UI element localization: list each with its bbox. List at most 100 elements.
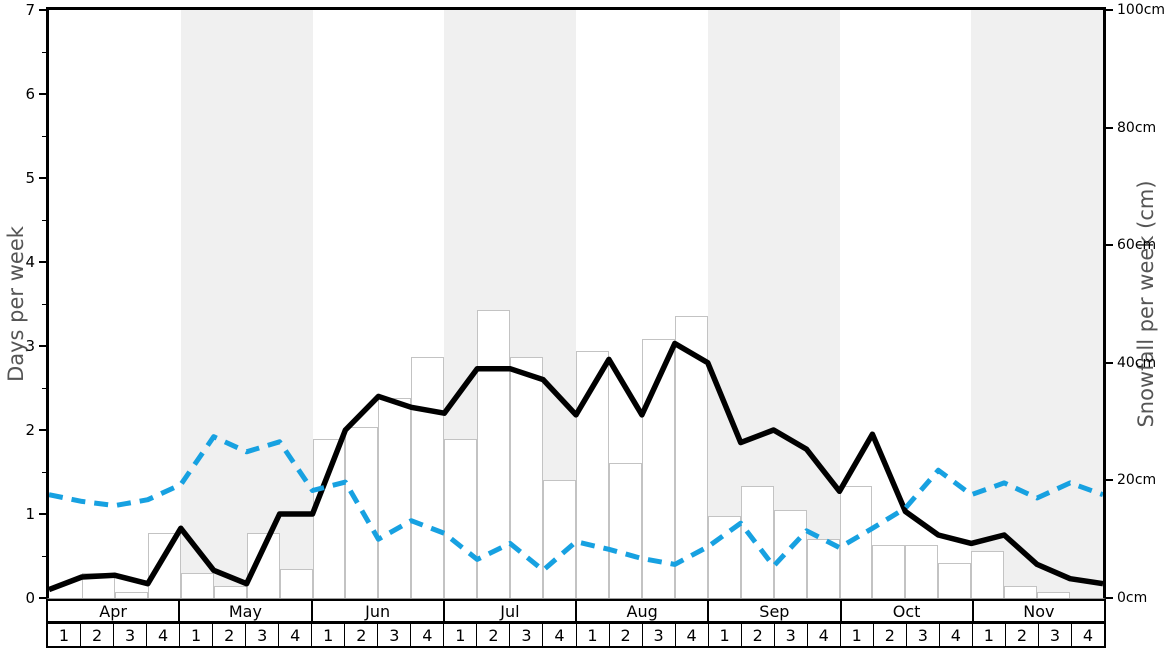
week-cell: 4 — [938, 624, 972, 646]
week-cell: 4 — [410, 624, 443, 646]
snowfall-bar — [543, 480, 576, 598]
left-tick-label: 5 — [25, 169, 35, 187]
month-cell-sep: Sep — [707, 601, 839, 621]
left-major-tick — [39, 177, 46, 179]
right-major-tick — [1106, 244, 1113, 247]
snowfall-bar — [114, 591, 148, 598]
left-tick-label: 7 — [25, 1, 35, 19]
week-cell: 3 — [773, 624, 807, 646]
week-cell: 2 — [212, 624, 245, 646]
snowfall-bar — [839, 486, 873, 598]
month-cell-oct: Oct — [839, 601, 972, 621]
left-major-tick — [39, 93, 46, 95]
right-major-tick — [1106, 479, 1113, 482]
week-cell: 3 — [905, 624, 939, 646]
week-cell: 3 — [641, 624, 675, 646]
week-cell: 2 — [1004, 624, 1038, 646]
left-axis-title: Days per week — [4, 226, 28, 382]
week-cell: 2 — [80, 624, 113, 646]
left-major-tick — [39, 429, 46, 431]
right-tick-label: 100cm — [1117, 2, 1166, 18]
right-tick-label: 0cm — [1117, 590, 1148, 606]
month-cell-may: May — [178, 601, 310, 621]
left-tick-label: 6 — [25, 85, 35, 103]
left-minor-tick — [42, 51, 46, 53]
right-major-tick — [1106, 126, 1113, 129]
right-tick-label: 40cm — [1117, 354, 1157, 371]
left-minor-tick — [42, 135, 46, 137]
black-solid-line — [49, 340, 1103, 593]
week-cell: 2 — [608, 624, 642, 646]
line-series — [49, 340, 1103, 593]
left-major-tick — [39, 261, 46, 263]
week-cell: 2 — [740, 624, 774, 646]
left-tick-label: 1 — [25, 505, 35, 523]
right-major-tick — [1106, 361, 1113, 364]
week-cell: 1 — [839, 624, 873, 646]
snowfall-bar — [641, 339, 675, 598]
week-cell: 3 — [377, 624, 410, 646]
left-minor-tick — [42, 219, 46, 221]
snowfall-bar — [147, 533, 181, 598]
snowfall-bar — [1004, 586, 1038, 598]
week-cell: 1 — [575, 624, 609, 646]
left-tick-label: 4 — [25, 253, 35, 271]
left-minor-tick — [42, 555, 46, 557]
left-tick-label: 0 — [25, 589, 35, 607]
left-major-tick — [39, 513, 46, 515]
week-cell: 2 — [476, 624, 509, 646]
blue-dashed-line — [49, 434, 1103, 573]
snowfall-bar — [806, 539, 840, 598]
week-cell: 1 — [179, 624, 212, 646]
left-minor-tick — [42, 387, 46, 389]
month-cell-jun: Jun — [310, 601, 443, 621]
snowfall-bar — [872, 545, 906, 598]
week-cell: 4 — [146, 624, 179, 646]
month-cell-apr: Apr — [99, 601, 127, 621]
month-cell-nov: Nov — [971, 601, 1104, 621]
snowfall-bar — [444, 439, 478, 598]
left-tick-label: 3 — [25, 337, 35, 355]
snowfall-bar — [279, 568, 313, 598]
snowfall-bar — [905, 545, 939, 598]
snowfall-bar — [971, 550, 1005, 598]
plot-area — [46, 7, 1106, 599]
week-cell: 3 — [245, 624, 278, 646]
week-cell: 1 — [971, 624, 1005, 646]
right-tick-label: 80cm — [1117, 119, 1157, 136]
left-major-tick — [39, 9, 46, 11]
week-cell: 4 — [806, 624, 840, 646]
week-cell: 2 — [344, 624, 377, 646]
week-cell: 4 — [674, 624, 708, 646]
month-row: Apr May Jun Jul Aug Sep Oct Nov — [46, 599, 1106, 623]
left-major-tick — [39, 345, 46, 347]
week-cell: 4 — [1070, 624, 1104, 646]
right-tick-label: 60cm — [1117, 237, 1157, 254]
snowfall-bar — [1037, 592, 1071, 598]
right-axis-title: Snowfall per week (cm) — [1134, 180, 1158, 428]
week-cell: 1 — [707, 624, 741, 646]
week-cell: 2 — [872, 624, 906, 646]
week-cell: 3 — [113, 624, 146, 646]
right-major-tick — [1106, 597, 1113, 599]
week-cell: 4 — [542, 624, 575, 646]
month-cell-jul: Jul — [442, 601, 575, 621]
snowfall-bar — [411, 356, 445, 598]
week-cell: 1 — [443, 624, 476, 646]
month-cell-aug: Aug — [575, 601, 707, 621]
right-tick-label: 20cm — [1117, 472, 1157, 489]
right-major-tick — [1106, 9, 1113, 11]
snowfall-bar — [608, 462, 642, 598]
month-band-sep — [707, 10, 840, 598]
snowfall-bar — [510, 356, 544, 598]
week-cell: 1 — [58, 625, 70, 645]
left-major-tick — [39, 597, 46, 599]
snowfall-bar — [378, 398, 412, 598]
snowfall-bar — [938, 562, 972, 598]
snowfall-bar — [213, 586, 247, 598]
left-minor-tick — [42, 303, 46, 305]
week-cell: 4 — [278, 624, 311, 646]
week-cell: 3 — [1037, 624, 1071, 646]
